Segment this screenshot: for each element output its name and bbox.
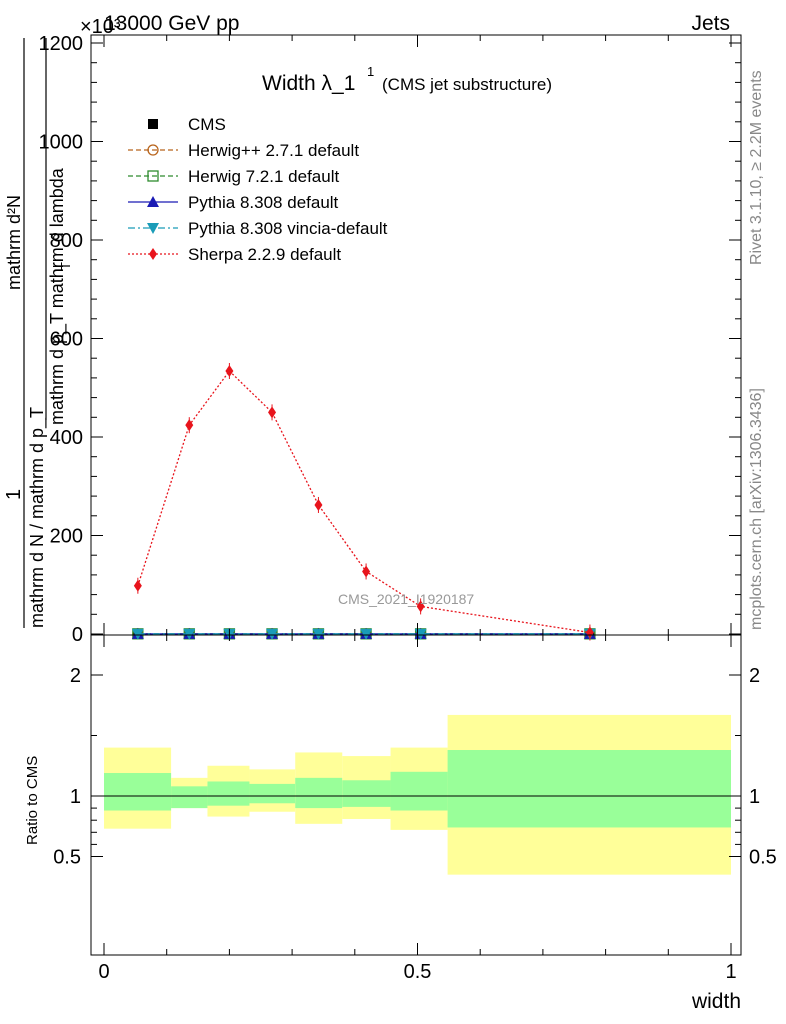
ratio-inner-band [295, 777, 343, 809]
y-label-outer-numerator: 1 [3, 489, 25, 500]
ratio-y-tick-label: 2 [70, 665, 81, 687]
legend-marker [148, 119, 158, 129]
ratio-inner-band [104, 773, 172, 811]
y-label-inner-denominator: mathrm d p_T mathrm d lambda [47, 167, 68, 425]
main-plot-panel: 0 200 400 600 800 1000 1200 Width λ_1 1 (CMS j… [3, 33, 742, 646]
legend-entry: CMS [148, 115, 226, 134]
ratio-inner-band [342, 780, 391, 807]
legend-marker [147, 170, 159, 182]
data-point [416, 600, 425, 613]
y-label-inner-numerator: mathrm d²N [4, 195, 24, 290]
data-point [131, 628, 144, 640]
main-y-tick-label: 400 [50, 427, 83, 449]
rivet-version-label: Rivet 3.1.10, ≥ 2.2M events [748, 70, 765, 265]
header-energy-label: 13000 GeV pp [104, 12, 239, 35]
data-point [133, 579, 142, 592]
data-point [360, 628, 373, 640]
legend-entry: Pythia 8.308 vincia-default [128, 219, 388, 238]
data-point [183, 628, 196, 640]
ratio-y-axis-label: Ratio to CMS [24, 756, 41, 845]
analysis-watermark: CMS_2021_I1920187 [338, 591, 474, 607]
legend-entry: Sherpa 2.2.9 default [128, 245, 341, 264]
main-y-tick-label: 1200 [39, 33, 84, 55]
ratio-inner-band [447, 750, 731, 828]
ratio-plot-panel: 0.5 0.5 1 1 2 2 0 0.5 1 Ratio to CMS width [24, 634, 777, 1013]
plot-subtitle: (CMS jet substructure) [382, 75, 552, 94]
legend-label: Pythia 8.308 default [188, 193, 339, 212]
ratio-y-tick-label: 0.5 [53, 847, 81, 869]
data-point [312, 628, 325, 640]
main-y-tick-label: 1000 [39, 132, 84, 154]
ratio-plot-frame [90, 634, 742, 956]
x-axis-label: width [691, 990, 741, 1013]
main-y-tick-label: 200 [50, 526, 83, 548]
legend-label: Pythia 8.308 vincia-default [188, 219, 388, 238]
mcplots-url-label: mcplots.cern.ch [arXiv:1306.3436] [748, 388, 765, 630]
series-5 [133, 363, 594, 641]
data-point [314, 498, 323, 511]
data-point [225, 365, 234, 378]
data-point [268, 406, 277, 419]
series-4 [131, 628, 596, 640]
legend-label: Herwig 7.2.1 default [188, 167, 339, 186]
ratio-y-tick-label: 1 [70, 786, 81, 808]
legend-marker [149, 248, 157, 260]
y-label-outer-denominator: mathrm d N / mathrm d p_T [27, 407, 48, 628]
main-y-tick-label: 0 [72, 624, 83, 646]
legend: CMS Herwig++ 2.7.1 default Herwig 7.2.1 de… [128, 115, 388, 264]
x-tick-label: 0 [98, 961, 109, 983]
legend-label: Sherpa 2.2.9 default [188, 245, 341, 264]
legend-entry: Herwig++ 2.7.1 default [128, 141, 359, 160]
legend-marker [147, 223, 159, 234]
data-point [585, 626, 594, 639]
data-point [266, 628, 279, 640]
main-y-tick-label: 600 [50, 329, 83, 351]
ratio-inner-band [249, 783, 296, 804]
legend-label: Herwig++ 2.7.1 default [188, 141, 359, 160]
legend-marker [147, 196, 159, 207]
legend-marker [147, 144, 159, 156]
plot-title-superscript: 1 [367, 64, 374, 79]
header-exponent-label: ×10³ [80, 16, 121, 38]
ratio-inner-band [390, 771, 448, 811]
legend-label: CMS [188, 115, 226, 134]
data-point [185, 419, 194, 432]
ratio-y-tick-label-right: 1 [749, 786, 760, 808]
y-label-inner-subscript: T [58, 262, 73, 270]
ratio-inner-band [207, 781, 250, 806]
data-point [362, 565, 371, 578]
ratio-y-tick-label-right: 2 [749, 665, 760, 687]
header-jets-label: Jets [691, 12, 730, 35]
x-tick-label: 1 [725, 961, 736, 983]
main-y-tick-label: 800 [50, 230, 83, 252]
plot-title: Width λ_1 [262, 72, 355, 95]
x-tick-label: 0.5 [404, 961, 432, 983]
ratio-inner-band [171, 786, 208, 809]
legend-entry: Herwig 7.2.1 default [128, 167, 339, 186]
main-y-axis-label: 1 mathrm d N / mathrm d p_T mathrm d²N m… [3, 38, 73, 628]
legend-entry: Pythia 8.308 default [128, 193, 339, 212]
ratio-y-tick-label-right: 0.5 [749, 847, 777, 869]
